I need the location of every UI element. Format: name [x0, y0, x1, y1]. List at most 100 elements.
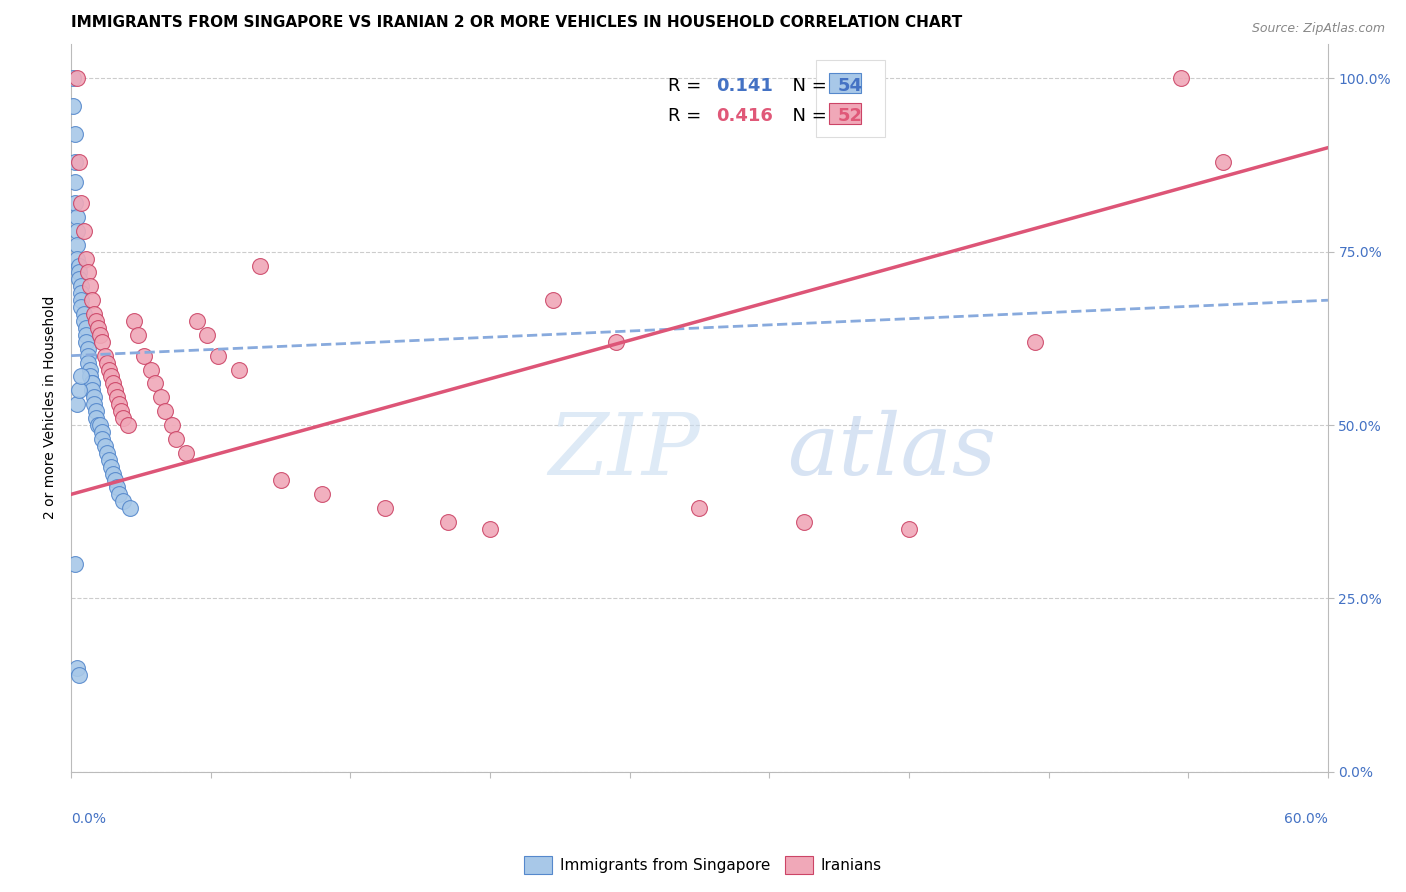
- Point: [75, 321, 97, 335]
- Point: [139, 362, 162, 376]
- Point: [97, 452, 120, 467]
- Point: [76, 349, 98, 363]
- Point: [63, 557, 86, 571]
- Point: [91, 432, 114, 446]
- Point: [83, 307, 105, 321]
- Point: [437, 515, 460, 529]
- Point: [66, 210, 89, 224]
- Point: [62, 71, 84, 86]
- Point: [84, 404, 107, 418]
- Point: [110, 404, 132, 418]
- Point: [79, 279, 101, 293]
- Point: [108, 487, 131, 501]
- Point: [108, 397, 131, 411]
- Point: [793, 515, 815, 529]
- Point: [87, 417, 110, 432]
- Point: [897, 522, 920, 536]
- Point: [1024, 334, 1046, 349]
- Point: [160, 417, 183, 432]
- Y-axis label: 2 or more Vehicles in Household: 2 or more Vehicles in Household: [44, 296, 58, 519]
- Point: [70, 279, 93, 293]
- Text: N =: N =: [782, 107, 832, 126]
- Point: [70, 300, 93, 314]
- Point: [96, 356, 118, 370]
- Point: [79, 362, 101, 376]
- Point: [1170, 71, 1192, 86]
- Point: [127, 327, 149, 342]
- Point: [70, 196, 93, 211]
- Point: [112, 494, 135, 508]
- Point: [75, 334, 97, 349]
- Point: [105, 390, 128, 404]
- Text: R =: R =: [668, 77, 707, 95]
- Point: [101, 376, 124, 391]
- Point: [93, 439, 115, 453]
- Point: [96, 446, 118, 460]
- Point: [66, 237, 89, 252]
- Point: [93, 349, 115, 363]
- Point: [89, 417, 111, 432]
- Point: [80, 376, 103, 391]
- Text: IMMIGRANTS FROM SINGAPORE VS IRANIAN 2 OR MORE VEHICLES IN HOUSEHOLD CORRELATION: IMMIGRANTS FROM SINGAPORE VS IRANIAN 2 O…: [72, 15, 962, 30]
- Point: [67, 272, 90, 286]
- Point: [63, 196, 86, 211]
- Point: [688, 501, 710, 516]
- Point: [70, 286, 93, 301]
- Legend: , : ,: [815, 60, 884, 136]
- Point: [84, 411, 107, 425]
- Point: [249, 259, 271, 273]
- Point: [67, 384, 90, 398]
- Point: [174, 446, 197, 460]
- Point: [118, 501, 141, 516]
- Text: 0.416: 0.416: [716, 107, 773, 126]
- Point: [117, 417, 139, 432]
- Legend: Immigrants from Singapore, Iranians: Immigrants from Singapore, Iranians: [519, 850, 887, 880]
- Text: atlas: atlas: [787, 410, 997, 492]
- Point: [63, 127, 86, 141]
- Point: [155, 404, 177, 418]
- Text: 54: 54: [838, 77, 863, 95]
- Point: [66, 224, 89, 238]
- Point: [374, 501, 396, 516]
- Point: [143, 376, 166, 391]
- Point: [105, 480, 128, 494]
- Point: [76, 356, 98, 370]
- Point: [62, 99, 84, 113]
- Point: [76, 265, 98, 279]
- Point: [80, 384, 103, 398]
- Point: [101, 467, 124, 481]
- Point: [67, 154, 90, 169]
- Point: [87, 321, 110, 335]
- Point: [83, 390, 105, 404]
- Point: [79, 369, 101, 384]
- Text: 60.0%: 60.0%: [1284, 812, 1327, 826]
- Point: [207, 349, 229, 363]
- Point: [76, 342, 98, 356]
- Point: [72, 307, 94, 321]
- Point: [72, 314, 94, 328]
- Point: [80, 293, 103, 308]
- Point: [311, 487, 333, 501]
- Point: [67, 259, 90, 273]
- Point: [67, 667, 90, 681]
- Point: [122, 314, 145, 328]
- Point: [100, 459, 122, 474]
- Point: [270, 474, 292, 488]
- Point: [100, 369, 122, 384]
- Text: 0.141: 0.141: [716, 77, 773, 95]
- Point: [541, 293, 564, 308]
- Point: [112, 411, 135, 425]
- Point: [75, 252, 97, 266]
- Point: [70, 293, 93, 308]
- Point: [605, 334, 627, 349]
- Point: [75, 327, 97, 342]
- Point: [63, 175, 86, 189]
- Point: [195, 327, 218, 342]
- Point: [479, 522, 502, 536]
- Point: [84, 314, 107, 328]
- Point: [66, 252, 89, 266]
- Text: R =: R =: [668, 107, 707, 126]
- Point: [70, 369, 93, 384]
- Point: [66, 397, 89, 411]
- Text: N =: N =: [782, 77, 832, 95]
